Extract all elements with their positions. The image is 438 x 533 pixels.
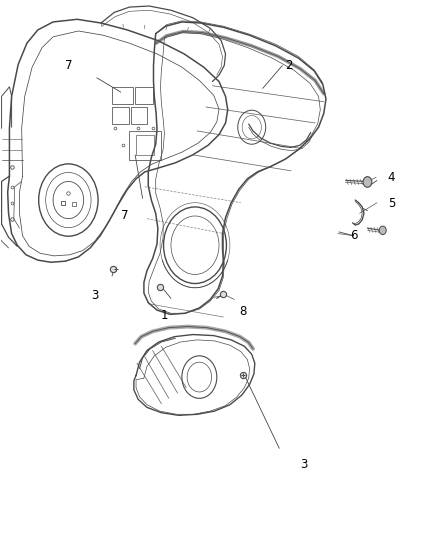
Text: 6: 6 [350,229,357,242]
Text: 3: 3 [91,289,98,302]
Circle shape [363,176,372,187]
Text: 7: 7 [65,59,72,72]
Text: 7: 7 [121,209,129,222]
Bar [130,131,161,160]
Text: 3: 3 [300,458,308,471]
Bar [131,107,148,124]
Circle shape [379,226,386,235]
Bar [135,87,152,104]
Text: 5: 5 [388,197,395,211]
Text: 1: 1 [161,309,168,322]
Text: 2: 2 [285,59,293,72]
Bar [112,87,133,104]
Text: 4: 4 [388,171,395,184]
Text: 8: 8 [239,305,247,318]
Bar [136,135,154,155]
Bar [112,107,129,124]
